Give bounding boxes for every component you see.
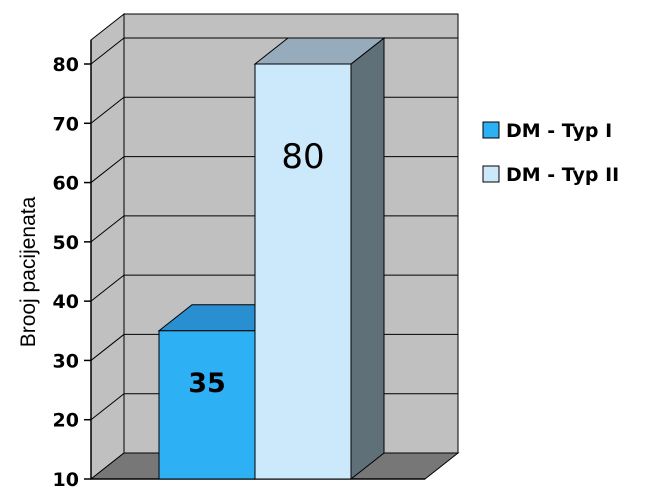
data-label: 80 xyxy=(281,137,324,177)
bar-front xyxy=(158,330,256,480)
y-tick-label: 60 xyxy=(53,173,79,195)
y-tick-label: 40 xyxy=(53,291,79,313)
bar-front xyxy=(254,63,352,480)
legend-item: DM - Typ I xyxy=(482,120,612,142)
side-wall xyxy=(90,12,125,481)
legend: DM - Typ I DM - Typ II xyxy=(482,120,619,186)
y-tick-label: 10 xyxy=(53,469,79,489)
y-tick-labels: 10 20 30 40 50 60 70 80 xyxy=(53,54,79,491)
y-tick-label: 80 xyxy=(53,54,79,76)
data-label: 35 xyxy=(188,368,226,399)
legend-swatch xyxy=(482,121,500,139)
y-axis-label: Brooj pacijenata xyxy=(17,196,40,347)
bars: 35 80 xyxy=(157,36,386,481)
legend-item: DM - Typ II xyxy=(482,164,619,186)
legend-swatch xyxy=(482,165,500,183)
y-tick-label: 20 xyxy=(53,410,79,432)
bar-2 xyxy=(253,36,386,481)
legend-label: DM - Typ II xyxy=(506,164,619,186)
y-tick-label: 30 xyxy=(53,350,79,372)
y-tick-label: 50 xyxy=(53,232,79,254)
bar-side xyxy=(350,36,385,481)
y-tick-label: 70 xyxy=(53,113,79,135)
legend-label: DM - Typ I xyxy=(506,120,612,142)
